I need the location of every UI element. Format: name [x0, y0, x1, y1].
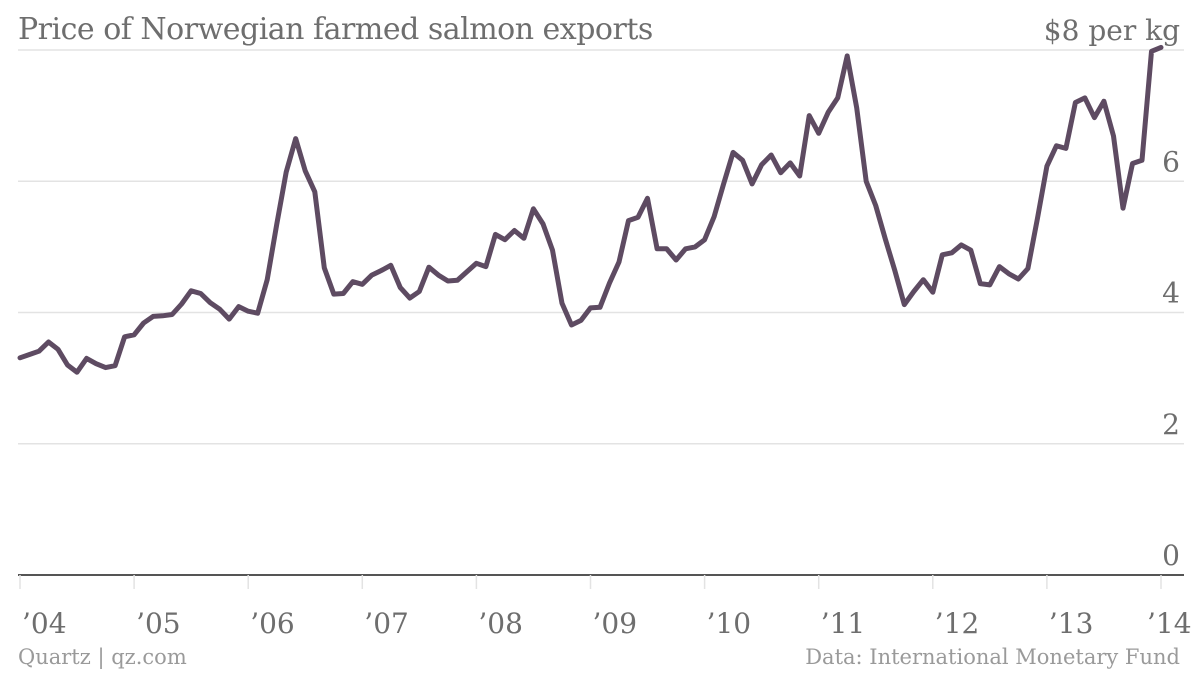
- x-tick-label-2007: ’07: [364, 607, 409, 640]
- credit-text: Quartz | qz.com: [18, 645, 187, 669]
- y-tick-label-2: 2: [1162, 408, 1180, 441]
- y-tick-label-0: 0: [1162, 539, 1180, 572]
- x-tick-label-2011: ’11: [821, 607, 866, 640]
- source-text: Data: International Monetary Fund: [805, 645, 1180, 669]
- x-tick-label-2009: ’09: [593, 607, 638, 640]
- x-tick-label-2004: ’04: [22, 607, 67, 640]
- x-tick-label-2010: ’10: [707, 607, 752, 640]
- x-tick-label-2014: ’14: [1147, 607, 1192, 640]
- x-tick-label-2012: ’12: [935, 607, 980, 640]
- series-layer: [17, 44, 1164, 375]
- x-tick-label-2006: ’06: [250, 607, 295, 640]
- x-tick-label-2005: ’05: [136, 607, 181, 640]
- gridlines: [18, 49, 1184, 576]
- chart-title: Price of Norwegian farmed salmon exports: [18, 12, 653, 47]
- series-line-0: [17, 44, 1164, 375]
- x-tick-label-2008: ’08: [478, 607, 523, 640]
- y-axis-ticks: 0 2 4 6 $8 per kg: [1044, 14, 1180, 572]
- y-tick-label-4: 4: [1162, 277, 1180, 310]
- y-tick-label-6: 6: [1162, 145, 1180, 178]
- x-axis-ticks: ’04 ’05 ’06 ’07 ’08 ’09 ’10 ’11 ’12 ’13 ’14: [19, 575, 1192, 640]
- x-tick-label-2013: ’13: [1049, 607, 1094, 640]
- y-tick-label-8: $8 per kg: [1044, 14, 1180, 47]
